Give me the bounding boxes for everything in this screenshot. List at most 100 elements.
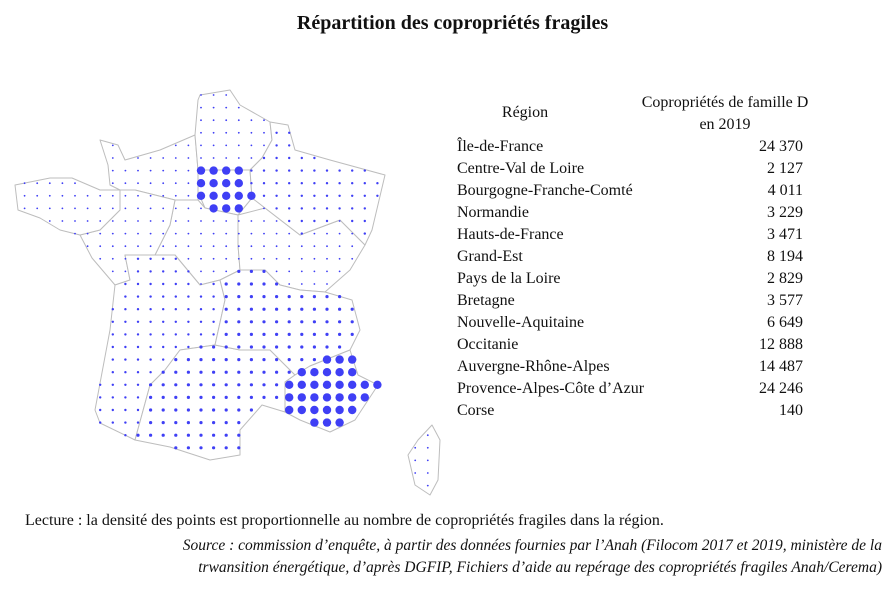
density-dot-auvergne-rhone-alpes	[312, 295, 316, 299]
density-dot-auvergne-rhone-alpes	[262, 332, 266, 336]
density-dot-nouvelle-aquitaine	[162, 358, 165, 361]
density-dot-grand-est	[288, 182, 291, 185]
density-dot-nouvelle-aquitaine	[111, 371, 115, 374]
density-dot-grand-est	[288, 207, 291, 210]
density-dot-grand-est	[288, 194, 291, 197]
density-dot-hauts-de-france	[263, 144, 265, 147]
region-name: Bretagne	[457, 292, 515, 309]
density-dot-nouvelle-aquitaine	[149, 282, 152, 286]
density-dot-normandie	[187, 169, 190, 172]
density-dot-corse	[426, 434, 429, 437]
density-dot-bourgogne-franche-comte	[351, 232, 354, 235]
density-dot-occitanie	[174, 421, 178, 425]
density-dot-grand-est	[325, 182, 329, 185]
density-dot-grand-est	[363, 182, 366, 185]
density-dot-auvergne-rhone-alpes	[287, 295, 291, 299]
density-dot-occitanie	[186, 446, 190, 450]
density-dot-bourgogne-franche-comte	[275, 220, 278, 222]
density-dot-nouvelle-aquitaine	[187, 333, 190, 336]
density-dot-hauts-de-france	[225, 157, 228, 159]
density-dot-pays-de-la-loire	[124, 257, 127, 260]
chart-title: Répartition des copropriétés fragiles	[296, 12, 609, 34]
density-dot-nouvelle-aquitaine	[162, 320, 165, 323]
density-dot-bretagne	[111, 207, 114, 210]
density-dot-auvergne-rhone-alpes	[312, 358, 316, 362]
density-dot-nouvelle-aquitaine	[124, 282, 127, 286]
density-dot-paca	[310, 405, 319, 415]
density-dot-paca	[322, 380, 332, 389]
density-dot-pays-de-la-loire	[111, 270, 114, 273]
density-dot-auvergne-rhone-alpes	[312, 320, 316, 324]
density-dot-ile-de-france	[196, 191, 206, 200]
density-dot-bretagne	[48, 220, 51, 222]
density-dot-paca	[322, 418, 332, 427]
density-dot-bourgogne-franche-comte	[351, 257, 354, 260]
region-value: 4 011	[767, 182, 803, 199]
region-bretagne	[14, 177, 121, 236]
density-dot-bretagne	[48, 194, 51, 197]
density-dot-auvergne-rhone-alpes	[325, 320, 329, 324]
density-dot-occitanie	[237, 383, 241, 387]
density-dot-nouvelle-aquitaine	[174, 270, 177, 273]
density-dot-bretagne	[48, 207, 51, 210]
density-dot-nouvelle-aquitaine	[174, 333, 177, 336]
density-dot-centre-val-de-loire	[237, 257, 240, 260]
density-dot-nouvelle-aquitaine	[124, 320, 127, 323]
density-dot-occitanie	[237, 358, 241, 362]
density-dot-normandie	[149, 157, 152, 159]
density-dot-bretagne	[74, 182, 76, 185]
density-dot-grand-est	[351, 182, 354, 185]
density-dot-normandie	[174, 169, 177, 172]
density-dot-occitanie	[249, 408, 253, 412]
density-dot-bourgogne-franche-comte	[326, 232, 328, 235]
density-dot-nouvelle-aquitaine	[99, 421, 102, 424]
density-dot-grand-est	[300, 156, 303, 160]
density-dot-bretagne	[36, 194, 39, 197]
density-dot-occitanie	[199, 421, 203, 425]
density-dot-nouvelle-aquitaine	[124, 308, 127, 311]
density-dot-occitanie	[224, 370, 228, 374]
density-dot-grand-est	[288, 169, 291, 172]
density-dot-occitanie	[212, 395, 216, 399]
density-dot-auvergne-rhone-alpes	[249, 295, 253, 299]
density-dot-auvergne-rhone-alpes	[237, 332, 241, 336]
density-dot-centre-val-de-loire	[212, 220, 215, 222]
france-dot-map	[14, 89, 441, 496]
density-dot-grand-est	[376, 182, 379, 185]
density-dot-auvergne-rhone-alpes	[224, 295, 228, 299]
density-dot-bretagne	[36, 207, 39, 210]
density-dot-grand-est	[351, 219, 354, 223]
density-dot-nouvelle-aquitaine	[174, 308, 177, 311]
density-dot-occitanie	[237, 408, 241, 412]
density-dot-normandie	[187, 157, 190, 159]
density-dot-hauts-de-france	[225, 94, 228, 96]
density-dot-auvergne-rhone-alpes	[262, 320, 266, 324]
density-dot-normandie	[124, 182, 127, 185]
density-dot-bretagne	[23, 182, 26, 185]
table-row: Occitanie 12 888	[457, 334, 803, 356]
density-dot-centre-val-de-loire	[225, 232, 228, 235]
density-dot-centre-val-de-loire	[225, 270, 228, 273]
density-dot-paca	[322, 368, 332, 377]
density-dot-auvergne-rhone-alpes	[312, 332, 316, 336]
density-dot-nouvelle-aquitaine	[136, 282, 140, 286]
density-dot-bretagne	[61, 182, 64, 185]
density-dot-bourgogne-franche-comte	[237, 232, 240, 235]
density-dot-hauts-de-france	[250, 131, 253, 134]
density-dot-normandie	[162, 194, 165, 197]
density-dot-hauts-de-france	[263, 131, 265, 134]
density-dot-bourgogne-franche-comte	[275, 270, 278, 273]
density-dot-auvergne-rhone-alpes	[325, 295, 329, 299]
density-dot-auvergne-rhone-alpes	[275, 320, 279, 324]
density-dot-occitanie	[212, 345, 216, 349]
density-dot-paca	[348, 405, 357, 415]
density-dot-occitanie	[161, 383, 165, 387]
density-dot-paca	[310, 393, 319, 402]
density-dot-ile-de-france	[196, 166, 206, 175]
density-dot-occitanie	[224, 433, 228, 437]
density-dot-paca	[348, 355, 357, 364]
density-dot-nouvelle-aquitaine	[149, 308, 152, 311]
density-dot-hauts-de-france	[225, 144, 228, 147]
density-dot-nouvelle-aquitaine	[174, 295, 177, 298]
density-dot-normandie	[162, 169, 165, 172]
